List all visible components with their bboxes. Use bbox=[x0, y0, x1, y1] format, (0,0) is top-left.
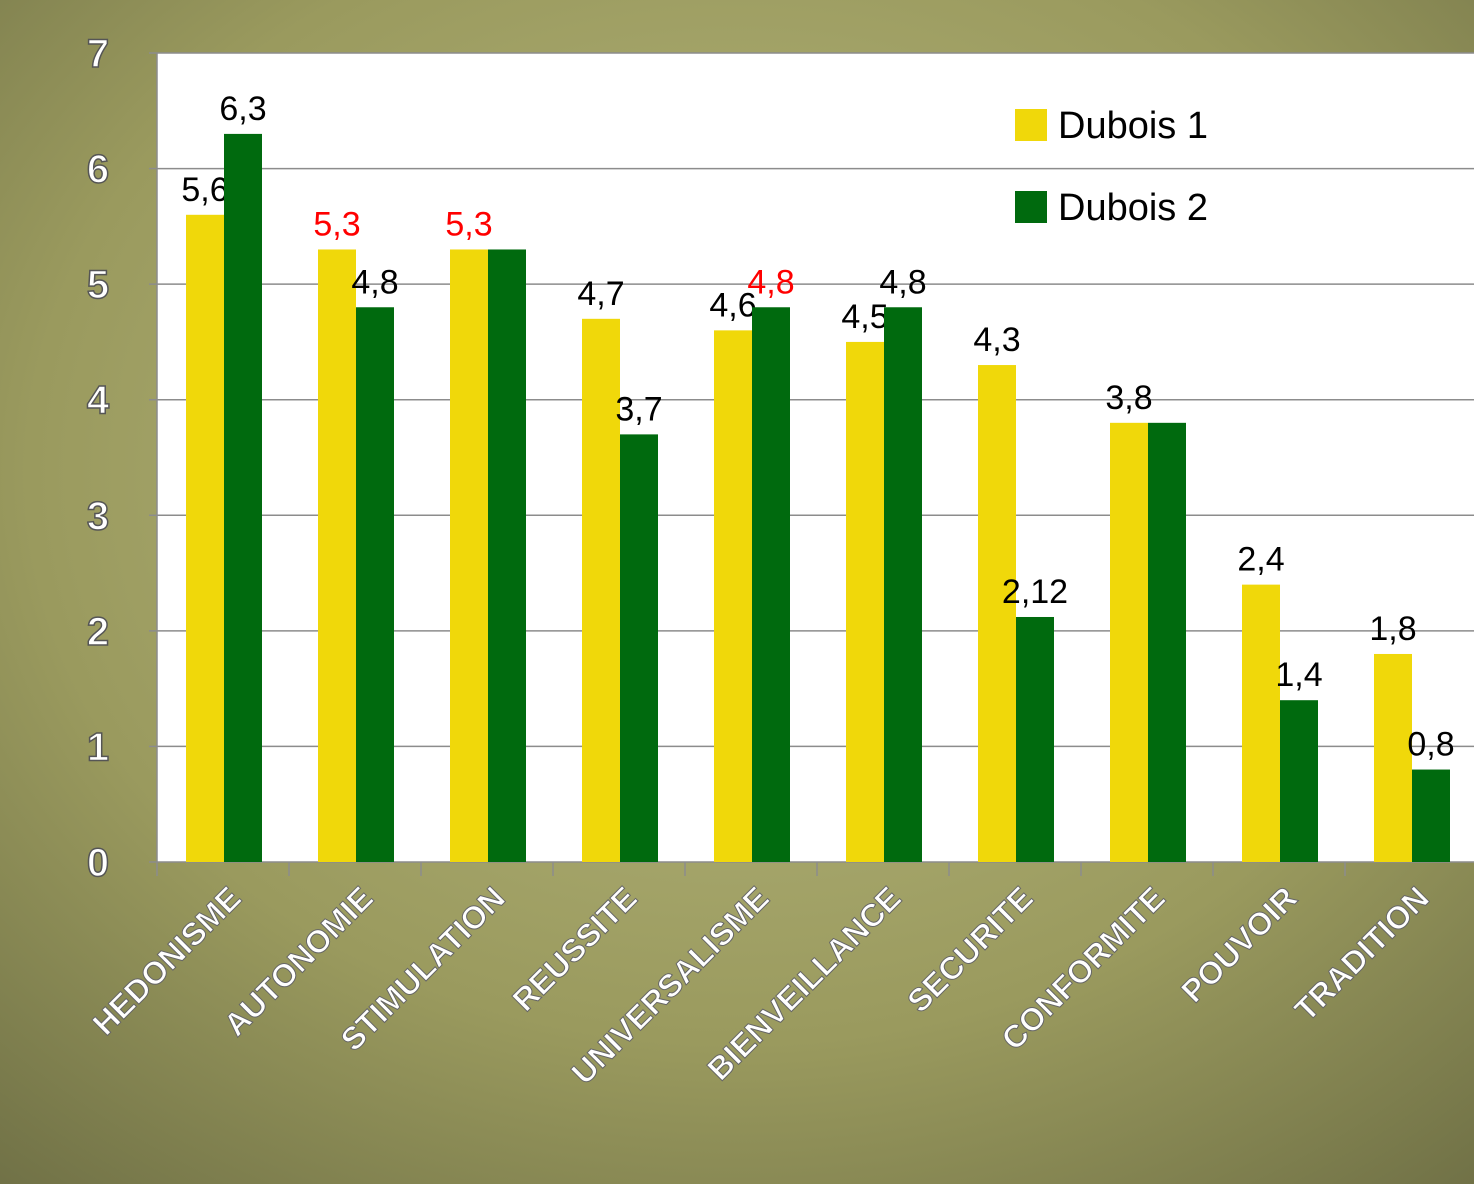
y-tick-label: 6 bbox=[87, 148, 109, 192]
chart: valeurs 012345675,66,3HEDONISME5,34,8AUT… bbox=[0, 0, 1474, 1184]
data-label: 4,8 bbox=[747, 263, 794, 301]
bar bbox=[620, 434, 658, 862]
data-label: 1,8 bbox=[1369, 610, 1416, 648]
bar bbox=[978, 365, 1016, 862]
bar bbox=[224, 134, 262, 862]
data-label: 3,8 bbox=[1105, 379, 1152, 417]
data-label: 4,8 bbox=[879, 263, 926, 301]
data-label: 1,4 bbox=[1275, 656, 1322, 694]
y-tick-label: 7 bbox=[87, 32, 109, 76]
bar bbox=[1242, 585, 1280, 862]
data-label: 5,3 bbox=[445, 205, 492, 243]
bar bbox=[356, 307, 394, 862]
bar bbox=[1016, 617, 1054, 862]
y-tick-label: 3 bbox=[87, 494, 109, 538]
bar bbox=[714, 330, 752, 862]
legend-label: Dubois 1 bbox=[1058, 105, 1208, 147]
data-label: 5,6 bbox=[181, 171, 228, 209]
y-tick-label: 0 bbox=[87, 841, 109, 885]
data-label: 2,12 bbox=[1002, 573, 1068, 611]
data-label: 6,3 bbox=[219, 90, 266, 128]
legend-swatch bbox=[1015, 191, 1047, 223]
page: valeurs 012345675,66,3HEDONISME5,34,8AUT… bbox=[0, 0, 1474, 1184]
data-label: 3,7 bbox=[615, 390, 662, 428]
y-tick-label: 4 bbox=[87, 379, 110, 423]
bar bbox=[488, 249, 526, 862]
bar bbox=[752, 307, 790, 862]
bar bbox=[318, 249, 356, 862]
chart-title: valeurs bbox=[648, 0, 872, 6]
bar bbox=[1110, 423, 1148, 862]
bar bbox=[1148, 423, 1186, 862]
bar bbox=[1412, 770, 1450, 862]
bar bbox=[186, 215, 224, 862]
y-tick-label: 2 bbox=[87, 610, 109, 654]
bar bbox=[450, 249, 488, 862]
bar bbox=[884, 307, 922, 862]
y-tick-label: 1 bbox=[87, 725, 109, 769]
bar bbox=[1374, 654, 1412, 862]
bar bbox=[846, 342, 884, 862]
data-label: 2,4 bbox=[1237, 541, 1284, 579]
y-tick-label: 5 bbox=[87, 263, 109, 307]
data-label: 4,5 bbox=[841, 298, 888, 336]
data-label: 0,8 bbox=[1407, 726, 1454, 764]
data-label: 4,8 bbox=[351, 263, 398, 301]
legend-swatch bbox=[1015, 109, 1047, 141]
bar bbox=[1280, 700, 1318, 862]
data-label: 4,7 bbox=[577, 275, 624, 313]
bar bbox=[582, 319, 620, 862]
legend-label: Dubois 2 bbox=[1058, 187, 1208, 229]
data-label: 5,3 bbox=[313, 205, 360, 243]
data-label: 4,3 bbox=[973, 321, 1020, 359]
